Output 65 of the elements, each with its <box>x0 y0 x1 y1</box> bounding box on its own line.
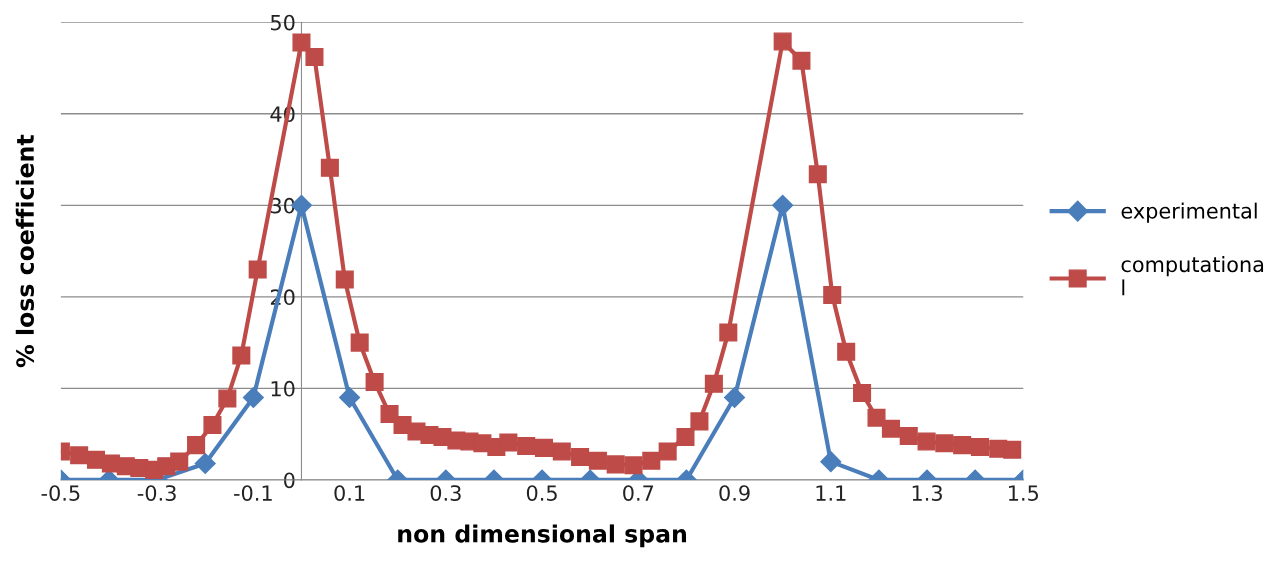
point <box>658 442 677 461</box>
point <box>820 451 842 473</box>
point <box>335 270 354 289</box>
point <box>704 374 723 393</box>
point <box>292 33 311 52</box>
x-tick-label: 0.9 <box>719 485 750 501</box>
point <box>606 455 625 474</box>
point <box>1003 440 1022 459</box>
x-axis-title: non dimensional span <box>398 524 687 548</box>
point <box>571 448 590 467</box>
x-tick-label: 1.1 <box>816 485 846 501</box>
point <box>690 412 709 431</box>
x-tick-label: -0.3 <box>137 485 176 501</box>
point <box>339 387 361 409</box>
point <box>552 442 571 461</box>
point <box>170 452 189 471</box>
point <box>917 432 936 451</box>
point <box>823 286 842 305</box>
y-tick-label: 10 <box>271 380 295 397</box>
point <box>953 436 972 455</box>
point <box>881 419 900 438</box>
legend-label: experimental <box>1121 202 1257 223</box>
point <box>772 194 794 216</box>
point <box>642 451 661 470</box>
point <box>853 383 872 403</box>
point <box>232 346 251 365</box>
x-tick-label: 1.3 <box>912 485 942 501</box>
y-tick-label: 0 <box>284 472 295 489</box>
point <box>187 436 206 455</box>
x-tick-label: 0.1 <box>334 485 365 501</box>
point <box>724 387 746 409</box>
legend-label: computationa l <box>1121 256 1264 296</box>
point <box>248 260 267 279</box>
point <box>808 165 827 184</box>
y-axis-title: % loss coefficient <box>15 134 35 368</box>
point <box>534 438 554 457</box>
point <box>867 408 886 427</box>
point <box>218 389 237 408</box>
x-tick-label: 0.5 <box>526 485 557 501</box>
point <box>624 456 643 475</box>
x-tick-label: 1.5 <box>1009 485 1039 501</box>
point <box>935 434 954 453</box>
point <box>517 437 536 456</box>
point <box>242 387 264 409</box>
x-tick-label: 0.7 <box>623 485 654 501</box>
point <box>499 433 518 452</box>
point <box>676 427 695 446</box>
point <box>588 451 607 470</box>
point <box>320 158 339 177</box>
x-tick-label: 0.3 <box>430 485 461 501</box>
point <box>203 415 222 435</box>
point <box>773 32 792 51</box>
point <box>365 372 384 392</box>
point <box>350 333 369 352</box>
point <box>305 48 324 67</box>
point <box>194 452 216 474</box>
x-tick-label: -0.5 <box>41 485 80 501</box>
point <box>837 342 856 361</box>
x-tick-label: -0.1 <box>234 485 272 501</box>
point <box>899 426 918 446</box>
point <box>70 446 89 465</box>
point <box>792 51 811 70</box>
point <box>719 323 738 342</box>
y-tick-label: 50 <box>271 14 295 31</box>
point <box>970 437 989 457</box>
